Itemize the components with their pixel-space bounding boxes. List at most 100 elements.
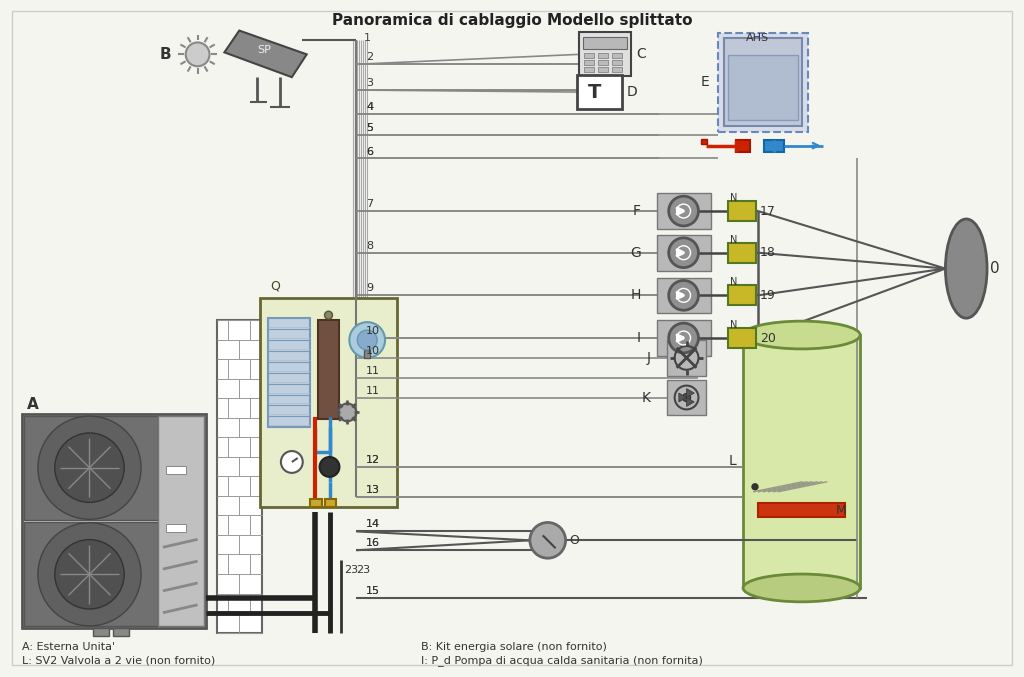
Text: A: Esterna Unita': A: Esterna Unita'	[23, 642, 115, 653]
Bar	[724, 39, 802, 126]
Bar	[612, 53, 623, 58]
Text: 12: 12	[367, 455, 380, 465]
Bar	[166, 466, 185, 474]
Polygon shape	[224, 30, 307, 77]
Bar	[736, 139, 750, 152]
Bar	[584, 37, 627, 49]
Circle shape	[669, 280, 698, 310]
Text: 16: 16	[367, 538, 380, 548]
Text: 6: 6	[367, 146, 373, 156]
Circle shape	[529, 523, 565, 558]
Bar	[166, 524, 185, 531]
Text: 9: 9	[367, 284, 374, 293]
Text: 8: 8	[367, 241, 374, 250]
Bar	[728, 328, 756, 348]
Bar	[656, 193, 712, 229]
Text: N: N	[730, 278, 737, 288]
Text: A: A	[27, 397, 39, 412]
Text: 19: 19	[760, 289, 776, 302]
Bar	[93, 628, 110, 636]
Circle shape	[54, 433, 124, 502]
Circle shape	[38, 416, 141, 519]
Bar	[585, 67, 594, 72]
Text: 6: 6	[367, 146, 373, 156]
Circle shape	[54, 540, 124, 609]
Bar	[580, 32, 631, 77]
Circle shape	[669, 196, 698, 226]
Text: 0: 0	[990, 261, 999, 276]
Bar	[585, 60, 594, 65]
Bar	[728, 286, 756, 305]
Polygon shape	[679, 393, 686, 402]
Text: O: O	[569, 534, 580, 547]
Bar	[598, 67, 608, 72]
Circle shape	[281, 451, 303, 473]
Text: 7: 7	[367, 199, 374, 209]
Bar	[656, 235, 712, 271]
Text: L: SV2 Valvola a 2 vie (non fornito): L: SV2 Valvola a 2 vie (non fornito)	[23, 655, 215, 665]
Bar	[728, 201, 756, 221]
Text: 4: 4	[367, 102, 374, 112]
Text: 11: 11	[367, 366, 380, 376]
Bar	[667, 340, 707, 376]
Text: 14: 14	[367, 519, 380, 529]
Text: B: B	[160, 47, 172, 62]
Bar	[764, 139, 783, 152]
Text: SP: SP	[257, 45, 271, 56]
Text: 10: 10	[367, 346, 380, 356]
Text: C: C	[636, 47, 646, 62]
Bar	[758, 503, 845, 517]
Text: T: T	[588, 83, 601, 102]
Bar	[325, 499, 337, 506]
Ellipse shape	[743, 574, 860, 602]
Text: L: L	[728, 454, 736, 468]
Text: B: Kit energia solare (non fornito): B: Kit energia solare (non fornito)	[421, 642, 606, 653]
Text: G: G	[630, 246, 641, 260]
Text: E: E	[700, 75, 710, 89]
Bar	[701, 139, 708, 144]
Bar	[656, 320, 712, 356]
Bar	[612, 67, 623, 72]
Text: 5: 5	[367, 123, 373, 133]
Text: 5: 5	[367, 123, 373, 133]
Text: 11: 11	[367, 386, 380, 395]
Text: N: N	[730, 320, 737, 330]
Text: 15: 15	[367, 586, 380, 596]
Text: J: J	[647, 351, 651, 365]
Bar	[667, 380, 707, 416]
Text: 23: 23	[356, 565, 371, 575]
Text: 15: 15	[367, 586, 380, 596]
Text: AHS: AHS	[746, 33, 769, 43]
Bar	[365, 350, 370, 358]
Text: 4: 4	[367, 102, 374, 112]
Text: 16: 16	[367, 538, 380, 548]
Circle shape	[357, 330, 377, 350]
Text: Q: Q	[270, 280, 280, 293]
Ellipse shape	[945, 219, 987, 318]
Bar	[217, 320, 262, 632]
Text: 2: 2	[367, 52, 374, 62]
Bar	[268, 318, 309, 427]
Ellipse shape	[743, 321, 860, 349]
Circle shape	[349, 322, 385, 358]
Bar	[309, 499, 322, 506]
Text: 10: 10	[367, 326, 380, 336]
Bar	[728, 56, 798, 120]
Text: I: I	[637, 331, 641, 345]
Text: 13: 13	[367, 485, 380, 495]
Circle shape	[339, 403, 356, 421]
Text: 17: 17	[760, 204, 776, 217]
Bar	[578, 75, 623, 109]
Text: I: P_d Pompa di acqua calda sanitaria (non fornita): I: P_d Pompa di acqua calda sanitaria (n…	[421, 655, 702, 665]
Text: 18: 18	[760, 246, 776, 259]
Bar	[158, 416, 204, 626]
Text: 12: 12	[367, 455, 380, 465]
Bar	[612, 60, 623, 65]
Polygon shape	[686, 389, 694, 397]
Text: M: M	[836, 504, 846, 517]
Bar	[743, 335, 860, 588]
Circle shape	[752, 484, 758, 489]
Bar	[728, 243, 756, 263]
Bar	[260, 299, 397, 506]
Circle shape	[683, 393, 690, 401]
